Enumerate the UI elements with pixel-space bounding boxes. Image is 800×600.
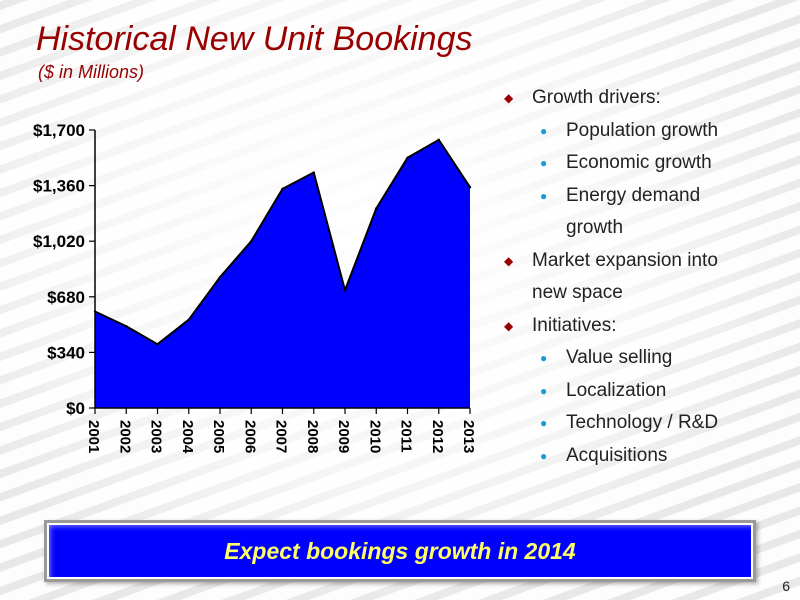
- x-tick-label: 2011: [398, 420, 415, 453]
- data-point-2008: [312, 171, 315, 174]
- x-tick-label: 2008: [304, 420, 321, 453]
- dot-bullet-icon: ●: [540, 188, 548, 203]
- bullet-text: Localization: [566, 379, 667, 401]
- data-point-2009: [343, 289, 347, 292]
- sub-bullet-item: ● Acquisitions: [500, 440, 790, 473]
- page-number: 6: [782, 578, 790, 594]
- data-point-2002: [125, 325, 128, 328]
- data-point-2011: [406, 156, 409, 159]
- diamond-bullet-icon: ◆: [504, 91, 514, 105]
- dot-bullet-icon: ●: [540, 156, 548, 170]
- diamond-bullet-icon: ◆: [504, 253, 514, 268]
- sub-bullet-item: ● Value selling: [500, 342, 790, 375]
- dot-bullet-icon: ●: [540, 351, 548, 365]
- bullet-text: Value selling: [566, 347, 673, 368]
- x-tick-label: 2003: [148, 420, 165, 453]
- data-point-2004: [187, 318, 190, 321]
- data-point-2012: [437, 138, 440, 142]
- bullet-item: new space: [500, 277, 790, 310]
- x-tick-label: 2002: [116, 420, 133, 453]
- sub-bullet-item: ● Technology / R&D: [500, 407, 790, 440]
- data-point-2007: [281, 187, 284, 191]
- dot-bullet-icon: ●: [540, 123, 548, 138]
- y-tick-label: $680: [47, 288, 85, 307]
- bullet-text: Energy demand: [566, 184, 701, 206]
- dot-bullet-icon: ●: [540, 383, 548, 398]
- bullet-item: ◆ Market expansion into: [500, 245, 790, 278]
- data-point-2013: [468, 186, 472, 189]
- y-tick-label: $340: [47, 343, 85, 362]
- data-point-2010: [375, 207, 378, 210]
- bullet-text: Economic growth: [566, 152, 712, 173]
- bookings-area: [95, 139, 470, 408]
- bullet-text: Population growth: [566, 119, 719, 141]
- bullet-text: Initiatives:: [532, 314, 617, 336]
- bullet-text: Technology / R&D: [566, 412, 719, 433]
- x-tick-label: 2010: [366, 420, 383, 453]
- bullet-item: ◆ Initiatives:: [500, 310, 790, 343]
- data-point-2003: [156, 343, 159, 346]
- x-tick-label: 2012: [429, 420, 446, 453]
- y-tick-label: $1,700: [33, 121, 85, 140]
- sub-bullet-item: ● Localization: [500, 375, 790, 408]
- bullet-text: Acquisitions: [566, 444, 668, 466]
- sub-bullet-item: growth: [500, 212, 790, 245]
- x-tick-label: 2005: [210, 420, 227, 453]
- banner: Expect bookings growth in 2014: [44, 520, 756, 582]
- diamond-bullet-icon: ◆: [504, 318, 514, 333]
- data-point-2006: [250, 240, 253, 243]
- sub-bullet-item: ● Population growth: [500, 115, 790, 148]
- x-tick-label: 2009: [335, 420, 352, 453]
- x-tick-label: 2001: [85, 420, 102, 453]
- banner-text: Expect bookings growth in 2014: [224, 537, 576, 564]
- bullet-text: Growth drivers:: [532, 87, 661, 108]
- x-tick-label: 2013: [460, 420, 477, 453]
- x-tick-label: 2004: [179, 420, 196, 454]
- sub-bullet-item: ● Energy demand: [500, 180, 790, 213]
- y-tick-label: $1,020: [33, 232, 85, 251]
- dot-bullet-icon: ●: [540, 448, 548, 463]
- bullet-text: Market expansion into: [532, 249, 718, 271]
- y-tick-label: $0: [66, 399, 85, 418]
- sub-bullet-item: ● Economic growth: [500, 147, 790, 180]
- x-tick-label: 2007: [273, 420, 290, 453]
- slide-title: Historical New Unit Bookings: [36, 20, 473, 58]
- y-tick-label: $1,360: [33, 177, 85, 196]
- bullet-item: ◆ Growth drivers:: [500, 82, 790, 115]
- bullet-list: ◆ Growth drivers: ● Population growth ● Econo…: [500, 82, 790, 472]
- slide-subtitle: ($ in Millions): [38, 62, 145, 82]
- data-point-2005: [218, 275, 222, 279]
- bullet-text: growth: [566, 217, 624, 238]
- x-tick-label: 2006: [241, 420, 258, 453]
- bullet-text: new space: [532, 282, 623, 303]
- dot-bullet-icon: ●: [540, 416, 548, 430]
